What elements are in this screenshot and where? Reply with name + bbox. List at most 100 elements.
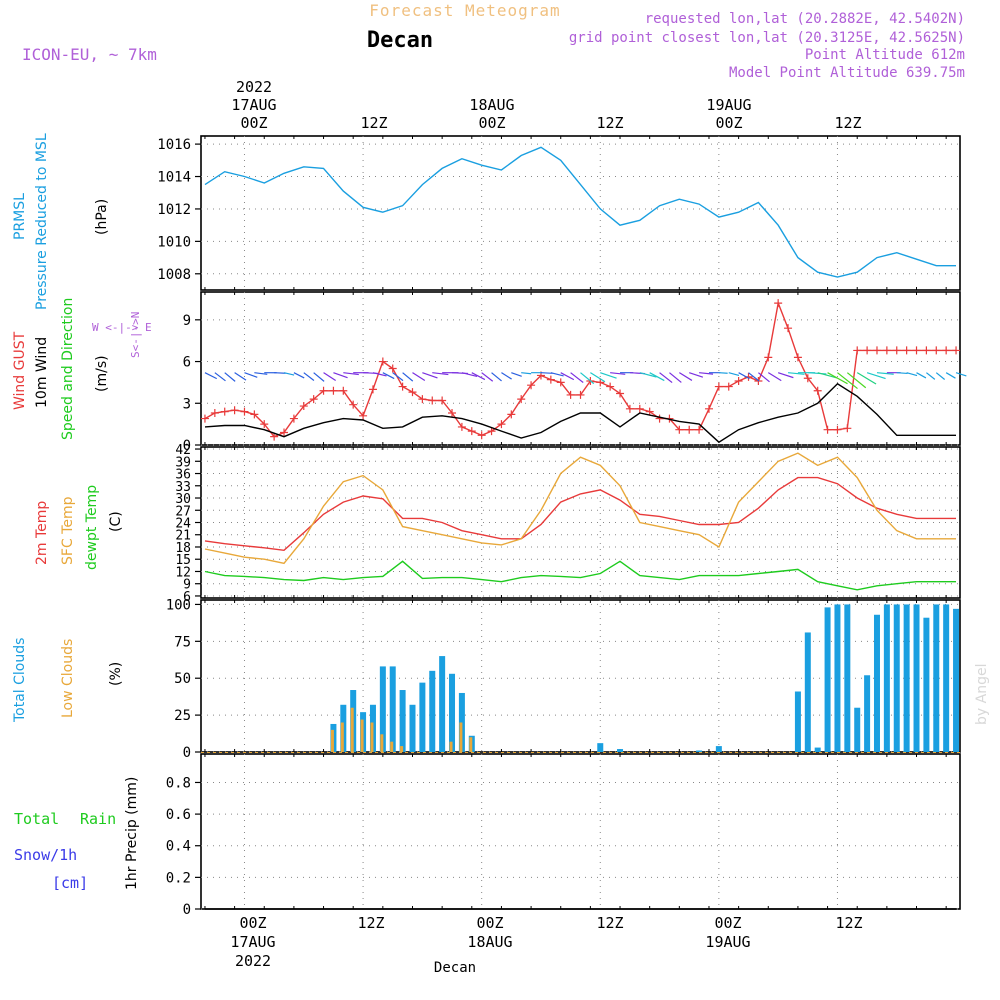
series-line-wind-gust bbox=[204, 300, 956, 438]
wind-arrow bbox=[461, 372, 478, 378]
gust-marker bbox=[240, 407, 249, 416]
y-tick-label: 21 bbox=[175, 529, 191, 544]
top-date-label: 17AUG bbox=[231, 96, 276, 114]
wind-arrow bbox=[224, 372, 236, 382]
gust-marker bbox=[210, 409, 219, 418]
total-cloud-bar bbox=[379, 666, 386, 752]
gust-marker bbox=[704, 404, 713, 413]
y-tick-label: 42 bbox=[175, 443, 191, 458]
gust-marker bbox=[398, 382, 407, 391]
gust-marker bbox=[200, 414, 209, 423]
wind-arrow bbox=[896, 372, 908, 375]
bottom-time-label: 12Z bbox=[357, 914, 384, 932]
wind-arrow bbox=[926, 372, 936, 380]
wind-arrow bbox=[787, 372, 805, 375]
total-cloud-bar bbox=[933, 604, 940, 752]
y-tick-label: 6 bbox=[183, 355, 191, 371]
wind-arrow bbox=[758, 372, 770, 383]
y-tick-label: 1016 bbox=[157, 137, 191, 153]
y-tick-label: 18 bbox=[175, 541, 191, 556]
wind-arrow bbox=[728, 372, 740, 376]
wind-arrow bbox=[412, 372, 426, 382]
gust-marker bbox=[823, 425, 832, 434]
low-clouds-label: Low Clouds bbox=[60, 639, 76, 718]
y-tick-label: 3 bbox=[183, 396, 191, 412]
y-tick-label: 50 bbox=[174, 671, 191, 687]
clouds-unit: (%) bbox=[108, 662, 124, 686]
top-date-label: 19AUG bbox=[706, 96, 751, 114]
y-tick-label: 24 bbox=[175, 517, 191, 532]
top-year-label: 2022 bbox=[236, 78, 272, 96]
wind-arrow bbox=[550, 372, 564, 377]
wind-arrow bbox=[827, 372, 848, 385]
wind-arrow bbox=[422, 372, 438, 379]
series-line-sfc-temp bbox=[204, 452, 956, 565]
total-cloud-bar bbox=[834, 604, 841, 752]
gust-marker bbox=[329, 386, 338, 395]
gust-marker bbox=[546, 375, 555, 384]
wind-arrow bbox=[333, 372, 348, 379]
bottom-time-label: 12Z bbox=[596, 914, 623, 932]
gust-marker bbox=[635, 404, 644, 413]
y-tick-label: 0 bbox=[183, 745, 191, 761]
wind-arrow bbox=[610, 372, 626, 375]
wind-arrow bbox=[392, 372, 404, 382]
low-cloud-bar bbox=[459, 722, 463, 752]
gust-marker bbox=[497, 420, 506, 429]
temp-unit: (C) bbox=[108, 511, 124, 532]
y-tick-label: 36 bbox=[175, 468, 191, 483]
gust-marker bbox=[368, 385, 377, 394]
requested-coords: requested lon,lat (20.2882E, 42.5402N) bbox=[645, 11, 965, 27]
gust-marker bbox=[566, 390, 575, 399]
total-cloud-bar bbox=[854, 707, 861, 752]
dewpt-label: dewpt Temp bbox=[84, 485, 100, 570]
panel-frame bbox=[200, 753, 961, 910]
gust-marker bbox=[922, 346, 931, 355]
total-cloud-bar bbox=[893, 604, 900, 752]
wind-arrow bbox=[846, 372, 867, 389]
gust-marker bbox=[863, 346, 872, 355]
wind-unit: (m/s) bbox=[94, 355, 110, 392]
wind-arrow bbox=[372, 372, 387, 377]
wind-arrow bbox=[580, 372, 595, 385]
series-line-prmsl bbox=[204, 146, 956, 278]
gust-marker bbox=[655, 414, 664, 423]
sfc-label: SFC Temp bbox=[60, 496, 76, 565]
gust-marker bbox=[606, 382, 615, 391]
wind-arrow bbox=[570, 372, 584, 383]
gust-marker bbox=[714, 382, 723, 391]
y-tick-label: 27 bbox=[175, 504, 191, 519]
total-cloud-bar bbox=[873, 614, 880, 752]
pressure-unit: (hPa) bbox=[94, 199, 110, 235]
wind-arrow bbox=[244, 372, 258, 378]
wind-arrow bbox=[777, 372, 794, 379]
wind-arrow bbox=[560, 372, 575, 381]
gust-marker bbox=[675, 425, 684, 434]
total-cloud-bar bbox=[449, 673, 456, 752]
y-tick-label: 1008 bbox=[157, 267, 191, 283]
y-tick-label: 15 bbox=[175, 553, 191, 568]
top-time-axis: 2022 17AUG 00Z 12Z 18AUG 00Z 12Z 19AUG 0… bbox=[231, 78, 861, 132]
total-cloud-bar bbox=[844, 604, 851, 752]
gust-marker bbox=[527, 381, 536, 390]
gust-marker bbox=[438, 396, 447, 405]
gust-marker bbox=[556, 378, 565, 387]
top-time-label: 12Z bbox=[360, 114, 387, 132]
series-line-2m-temp bbox=[204, 476, 956, 552]
wind-arrow bbox=[481, 372, 494, 382]
gust-marker bbox=[616, 389, 625, 398]
wind-labels: Wind GUST 10m Wind Speed and Direction (… bbox=[12, 298, 152, 440]
gust-marker bbox=[853, 346, 862, 355]
wind-arrow bbox=[906, 372, 918, 377]
gust-marker bbox=[487, 427, 496, 436]
low-cloud-bar bbox=[340, 722, 344, 752]
total-cloud-bar bbox=[429, 670, 436, 752]
gust-marker bbox=[448, 409, 457, 418]
gust-marker bbox=[576, 390, 585, 399]
wind-arrow bbox=[649, 372, 665, 382]
wind-arrow bbox=[402, 372, 414, 382]
wind-arrow bbox=[679, 372, 693, 381]
y-tick-label: 100 bbox=[166, 597, 191, 613]
